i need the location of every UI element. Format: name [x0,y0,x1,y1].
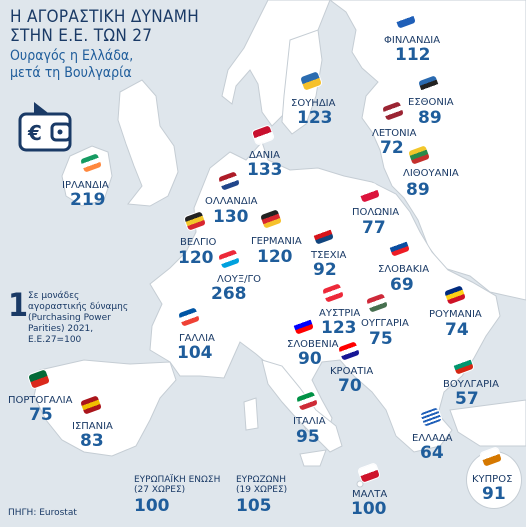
note-text: Σε μονάδες αγοραστικής δύναμης (Purchasi… [28,291,128,346]
country-name-denmark: ΔΑΝΙΑ [249,150,280,161]
country-value-romania: 74 [445,320,469,340]
country-value-spain: 83 [80,431,104,451]
country-name-lithuania: ΛΙΘΟΥΑΝΙΑ [403,168,459,179]
sicily-land [299,449,327,467]
country-name-ireland: ΙΡΛΑΝΔΙΑ [62,180,109,191]
subtitle: Ουραγός η Ελλάδα, μετά τη Βουλγαρία [10,48,133,82]
sardinia-land [243,397,259,431]
eurozone-name: ΕΥΡΩΖΩΝΗ (19 ΧΩΡΕΣ) [236,475,287,495]
note-line-4: Parities) 2021, [28,324,94,334]
country-name-slovakia: ΣΛΟΒΑΚΙΑ [378,264,430,275]
country-name-poland: ΠΟΛΩΝΙΑ [352,207,400,218]
eu27-name: ΕΥΡΩΠΑΪΚΗ ΕΝΩΣΗ (27 ΧΩΡΕΣ) [134,475,220,495]
country-name-spain: ΙΣΠΑΝΙΑ [72,421,113,432]
country-value-italy: 95 [296,427,320,447]
country-value-denmark: 133 [247,160,283,180]
country-name-italy: ΙΤΑΛΙΑ [293,416,326,427]
country-value-belgium: 120 [178,248,214,268]
country-value-bulgaria: 57 [455,389,479,409]
country-value-croatia: 70 [338,376,362,396]
country-name-croatia: ΚΡΟΑΤΙΑ [330,366,374,377]
note-line-1: Σε μονάδες [28,291,80,301]
title-line-1: Η ΑΓΟΡΑΣΤΙΚΗ ΔΥΝΑΜΗ [10,7,200,27]
country-name-slovenia: ΣΛΟΒΕΝΙΑ [287,339,339,350]
country-value-malta: 100 [351,499,387,519]
country-name-romania: ΡΟΥΜΑΝΙΑ [429,309,482,320]
country-name-greece: ΕΛΛΑΔΑ [412,433,453,444]
country-value-hungary: 75 [369,329,393,349]
eurozone-value: 105 [236,496,272,516]
country-value-poland: 77 [362,218,386,238]
country-value-sweden: 123 [297,108,333,128]
subtitle-line-2: μετά τη Βουλγαρία [10,65,132,81]
finland-russia-land [329,0,526,301]
country-name-finland: ΦΙΝΛΑΝΔΙΑ [384,35,441,46]
country-name-sweden: ΣΟΥΗΔΙΑ [291,98,336,109]
country-value-latvia: 72 [380,138,404,158]
country-value-portugal: 75 [29,405,53,425]
country-value-austria: 123 [321,318,357,338]
title-line-2: ΣΤΗΝ Ε.Ε. ΤΩΝ 27 [10,26,153,46]
euro-wallet-icon: € [18,102,72,152]
eu27-value: 100 [134,496,170,516]
note-marker: 1 [8,286,29,324]
turkey-land [449,399,526,447]
country-value-ireland: 219 [70,190,106,210]
country-name-luxembourg: ΛΟΥΞ/ΓΟ [217,274,261,285]
country-name-germany: ΓΕΡΜΑΝΙΑ [251,236,302,247]
country-name-portugal: ΠΟΡΤΟΓΑΛΙΑ [8,395,73,406]
country-value-finland: 112 [395,45,431,65]
country-name-france: ΓΑΛΛΙΑ [179,333,215,344]
country-value-luxembourg: 268 [211,284,247,304]
subtitle-line-1: Ουραγός η Ελλάδα, [10,48,134,64]
country-value-slovakia: 69 [390,275,414,295]
note-line-5: Ε.Ε.27=100 [28,335,82,345]
country-value-germany: 120 [257,247,293,267]
country-name-austria: ΑΥΣΤΡΙΑ [319,308,361,319]
country-value-estonia: 89 [418,108,442,128]
country-value-cyprus: 91 [482,484,506,504]
country-name-latvia: ΛΕΤΟΝΙΑ [372,128,417,139]
country-name-belgium: ΒΕΛΓΙΟ [180,237,217,248]
eurozone-name-line-2: (19 ΧΩΡΕΣ) [236,485,288,495]
great-britain-land [117,79,179,207]
country-value-slovenia: 90 [298,349,322,369]
eu27-name-line-1: ΕΥΡΩΠΑΪΚΗ ΕΝΩΣΗ [134,475,221,485]
country-name-estonia: ΕΣΘΟΝΙΑ [408,97,454,108]
country-name-malta: ΜΑΛΤΑ [352,489,388,500]
page-title: Η ΑΓΟΡΑΣΤΙΚΗ ΔΥΝΑΜΗ ΣΤΗΝ Ε.Ε. ΤΩΝ 27 [10,8,199,46]
country-value-czechia: 92 [313,260,337,280]
country-name-cyprus: ΚΥΠΡΟΣ [472,474,513,485]
eu27-name-line-2: (27 ΧΩΡΕΣ) [134,485,186,495]
note-line-2: αγοραστικής δύναμης [28,302,129,312]
country-value-lithuania: 89 [406,180,430,200]
svg-text:€: € [27,121,42,145]
iberia-land [33,359,177,457]
malta-land [356,480,364,488]
country-name-czechia: ΤΣΕΧΙΑ [311,250,347,261]
country-value-greece: 64 [420,443,444,463]
country-name-hungary: ΟΥΓΓΑΡΙΑ [361,318,409,329]
country-name-netherlands: ΟΛΛΑΝΔΙΑ [205,196,258,207]
country-value-france: 104 [177,343,213,363]
country-name-bulgaria: ΒΟΥΛΓΑΡΙΑ [443,379,499,390]
note-line-3: (Purchasing Power [28,313,111,323]
source-label: ΠΗΓΗ: Eurostat [8,508,77,518]
eurozone-name-line-1: ΕΥΡΩΖΩΝΗ [236,475,287,485]
country-value-netherlands: 130 [213,207,249,227]
